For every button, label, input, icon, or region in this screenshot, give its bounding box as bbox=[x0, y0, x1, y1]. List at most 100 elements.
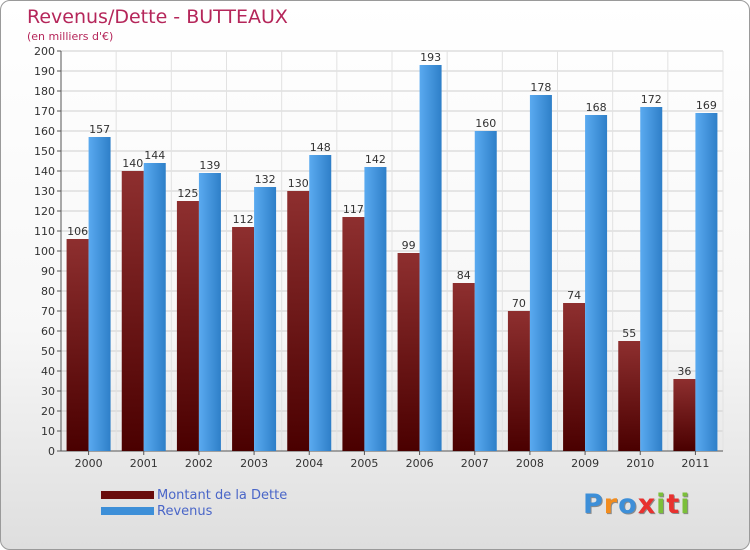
x-tick-label: 2009 bbox=[571, 457, 599, 470]
y-tick-label: 110 bbox=[34, 225, 55, 238]
x-tick-label: 2003 bbox=[240, 457, 268, 470]
x-tick-label: 2008 bbox=[516, 457, 544, 470]
y-tick-label: 50 bbox=[41, 345, 55, 358]
logo-letter: i bbox=[680, 489, 691, 520]
data-label: 112 bbox=[233, 213, 254, 226]
bar-dette bbox=[287, 191, 310, 451]
data-label: 84 bbox=[457, 269, 471, 282]
logo-letter: P bbox=[583, 489, 604, 520]
logo-letter: t bbox=[666, 489, 681, 520]
data-label: 178 bbox=[530, 81, 551, 94]
bar-revenus bbox=[474, 131, 497, 451]
data-label: 157 bbox=[89, 123, 110, 136]
legend-swatch-debt bbox=[101, 491, 154, 499]
data-label: 130 bbox=[288, 177, 309, 190]
bar-revenus bbox=[198, 173, 221, 451]
y-tick-label: 60 bbox=[41, 325, 55, 338]
y-tick-label: 200 bbox=[34, 45, 55, 58]
logo-letter: r bbox=[603, 489, 619, 520]
legend-item-debt: Montant de la Dette bbox=[101, 487, 287, 503]
bar-dette bbox=[673, 379, 696, 451]
data-label: 55 bbox=[622, 327, 636, 340]
y-tick-label: 80 bbox=[41, 285, 55, 298]
bar-dette bbox=[342, 217, 365, 451]
chart-title: Revenus/Dette - BUTTEAUX bbox=[27, 6, 288, 28]
bar-dette bbox=[618, 341, 641, 451]
data-label: 74 bbox=[567, 289, 581, 302]
legend-label-revenus: Revenus bbox=[157, 503, 213, 519]
data-label: 160 bbox=[475, 117, 496, 130]
bar-dette bbox=[66, 239, 89, 451]
bar-dette bbox=[176, 201, 199, 451]
legend-item-revenus: Revenus bbox=[101, 503, 287, 519]
bar-revenus bbox=[364, 167, 387, 451]
x-tick-label: 2006 bbox=[406, 457, 434, 470]
data-label: 117 bbox=[343, 203, 364, 216]
y-tick-label: 100 bbox=[34, 245, 55, 258]
data-label: 168 bbox=[586, 101, 607, 114]
y-tick-label: 150 bbox=[34, 145, 55, 158]
data-label: 125 bbox=[177, 187, 198, 200]
chart-subtitle: (en milliers d'€) bbox=[27, 30, 114, 43]
data-label: 70 bbox=[512, 297, 526, 310]
logo-letter: o bbox=[618, 489, 638, 520]
logo-letter: i bbox=[656, 489, 667, 520]
y-tick-label: 30 bbox=[41, 385, 55, 398]
bar-dette bbox=[397, 253, 420, 451]
axes: 0 10 20 30 40 50 60 70 80 90 100 110 120 130 140 150 160… bbox=[34, 45, 723, 470]
bar-dette bbox=[507, 311, 530, 451]
y-tick-label: 20 bbox=[41, 405, 55, 418]
logo-letter: x bbox=[637, 489, 657, 520]
y-tick-label: 0 bbox=[48, 445, 55, 458]
bar-revenus bbox=[529, 95, 552, 451]
data-label: 148 bbox=[310, 141, 331, 154]
y-tick-label: 120 bbox=[34, 205, 55, 218]
data-label: 144 bbox=[144, 149, 165, 162]
y-tick-label: 160 bbox=[34, 125, 55, 138]
bars bbox=[66, 65, 718, 451]
proxiti-logo: Proxiti bbox=[583, 489, 691, 520]
bar-dette bbox=[563, 303, 586, 451]
bar-revenus bbox=[88, 137, 111, 451]
data-label: 106 bbox=[67, 225, 88, 238]
data-label: 193 bbox=[420, 51, 441, 64]
x-tick-label: 2001 bbox=[130, 457, 158, 470]
legend: Montant de la Dette Revenus bbox=[101, 487, 287, 519]
x-tick-label: 2007 bbox=[461, 457, 489, 470]
bar-revenus bbox=[309, 155, 332, 451]
bar-revenus bbox=[254, 187, 277, 451]
x-tick-label: 2004 bbox=[295, 457, 323, 470]
x-tick-label: 2000 bbox=[75, 457, 103, 470]
data-label: 140 bbox=[122, 157, 143, 170]
x-tick-label: 2010 bbox=[626, 457, 654, 470]
y-tick-label: 70 bbox=[41, 305, 55, 318]
bar-revenus bbox=[419, 65, 442, 451]
bar-revenus bbox=[640, 107, 663, 451]
y-tick-label: 170 bbox=[34, 105, 55, 118]
x-tick-label: 2002 bbox=[185, 457, 213, 470]
bar-dette bbox=[452, 283, 475, 451]
x-tick-label: 2011 bbox=[681, 457, 709, 470]
y-tick-label: 40 bbox=[41, 365, 55, 378]
bar-dette bbox=[232, 227, 255, 451]
data-label: 132 bbox=[255, 173, 276, 186]
data-label: 99 bbox=[402, 239, 416, 252]
y-tick-label: 190 bbox=[34, 65, 55, 78]
y-tick-label: 90 bbox=[41, 265, 55, 278]
data-label: 142 bbox=[365, 153, 386, 166]
data-label: 172 bbox=[641, 93, 662, 106]
legend-label-debt: Montant de la Dette bbox=[157, 487, 288, 503]
y-tick-label: 10 bbox=[41, 425, 55, 438]
legend-swatch-revenus bbox=[101, 507, 154, 515]
data-label: 169 bbox=[696, 99, 717, 112]
bar-dette bbox=[121, 171, 144, 451]
data-label: 139 bbox=[199, 159, 220, 172]
bar-revenus bbox=[695, 113, 718, 451]
data-label: 36 bbox=[677, 365, 691, 378]
y-tick-label: 180 bbox=[34, 85, 55, 98]
y-tick-label: 140 bbox=[34, 165, 55, 178]
x-tick-label: 2005 bbox=[350, 457, 378, 470]
